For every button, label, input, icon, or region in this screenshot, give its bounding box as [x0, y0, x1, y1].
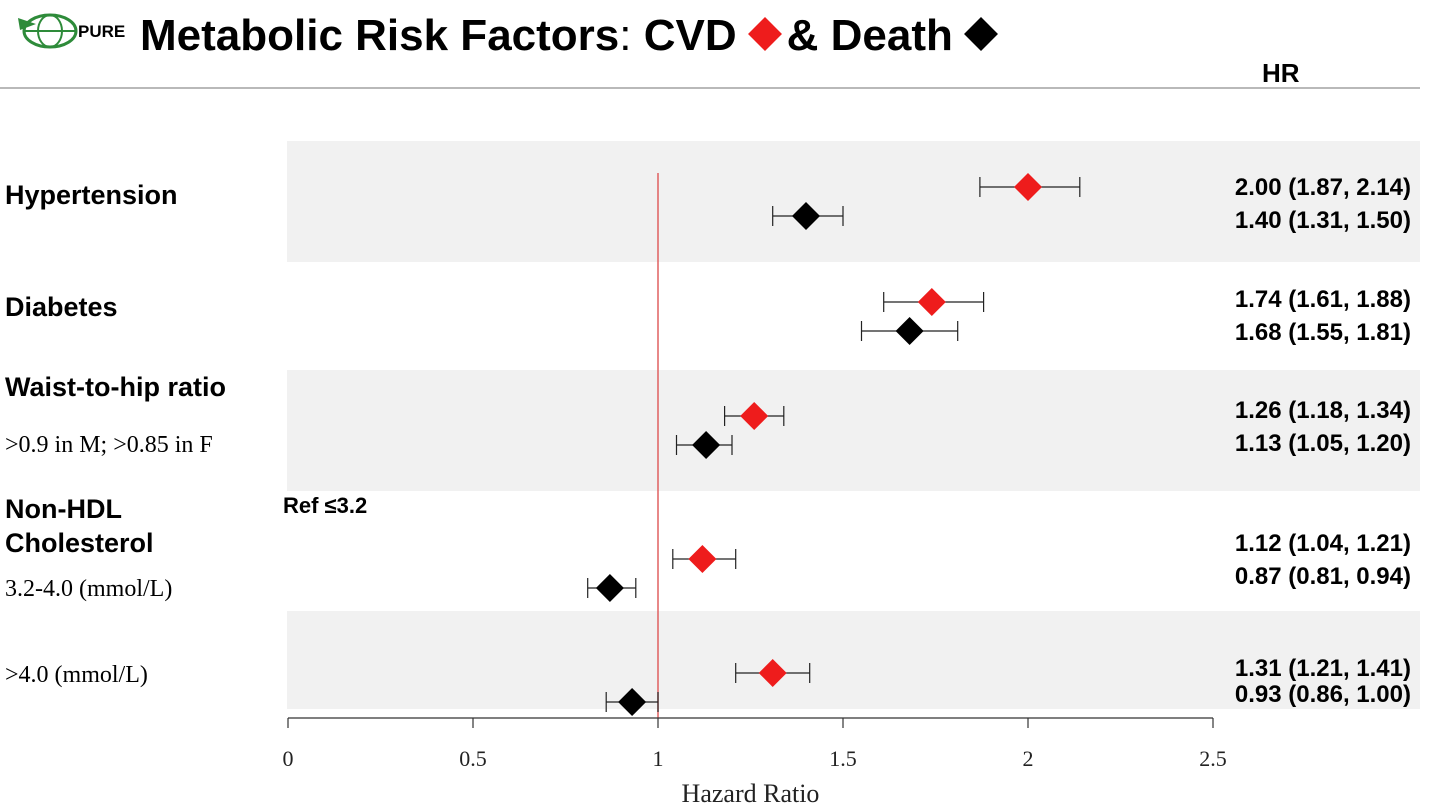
- title-death: & Death: [786, 11, 953, 60]
- page-title: Metabolic Risk Factors: CVD & Death: [140, 8, 1003, 64]
- hr-value-cvd: 1.26 (1.18, 1.34): [1234, 397, 1411, 424]
- svg-text:PURE: PURE: [78, 22, 125, 41]
- x-tick-label: 0: [283, 746, 294, 771]
- death-point: [792, 202, 820, 230]
- row-band-hypertension: [287, 141, 1420, 262]
- hr-value-cvd: 1.12 (1.04, 1.21): [1234, 530, 1411, 557]
- death-point: [595, 574, 624, 602]
- cvd-point: [917, 288, 946, 316]
- hr-value-death: 1.40 (1.31, 1.50): [1234, 207, 1411, 234]
- cvd-point: [1014, 173, 1042, 201]
- reference-note: Ref ≤3.2: [283, 493, 368, 518]
- x-tick-label: 1: [653, 746, 664, 771]
- x-tick-label: 2.5: [1199, 746, 1227, 771]
- title-separator: :: [619, 11, 632, 60]
- row-label-nonhdl: Non-HDL: [5, 494, 122, 524]
- hr-value-death: 1.13 (1.05, 1.20): [1234, 430, 1411, 457]
- hr-value-death: 0.93 (0.86, 1.00): [1234, 681, 1411, 708]
- hr-value-cvd: 2.00 (1.87, 2.14): [1234, 174, 1411, 201]
- row-label-cholesterol: Cholesterol: [5, 528, 154, 558]
- hr-column-header: HR: [1262, 58, 1300, 88]
- row-band-waist: [287, 370, 1420, 491]
- row-sublabel-nonhdl-high: >4.0 (mmol/L): [5, 662, 148, 688]
- death-point: [692, 431, 721, 459]
- row-label-diabetes: Diabetes: [5, 292, 118, 322]
- cvd-point: [688, 545, 717, 573]
- x-tick-label: 2: [1023, 746, 1034, 771]
- cvd-point: [740, 402, 769, 430]
- x-axis-label: Hazard Ratio: [682, 779, 820, 807]
- cvd-point: [758, 659, 787, 687]
- hr-value-cvd: 1.74 (1.61, 1.88): [1234, 286, 1411, 313]
- row-label-hypertension: Hypertension: [5, 180, 178, 210]
- row-label-waist: Waist-to-hip ratio: [5, 372, 226, 402]
- title-cvd: CVD: [643, 11, 737, 60]
- hr-value-death: 1.68 (1.55, 1.81): [1234, 319, 1411, 346]
- row-sublabel-waist: >0.9 in M; >0.85 in F: [5, 432, 213, 458]
- hr-value-cvd: 1.31 (1.21, 1.41): [1234, 655, 1411, 682]
- death-point: [618, 688, 647, 716]
- x-tick-label: 0.5: [459, 746, 487, 771]
- row-sublabel-nonhdl-mid: 3.2-4.0 (mmol/L): [5, 576, 173, 602]
- header-divider: [0, 87, 1420, 89]
- death-point: [895, 317, 924, 345]
- hr-value-death: 0.87 (0.81, 0.94): [1234, 563, 1411, 590]
- row-band-nonhdl-high: [287, 611, 1420, 709]
- title-main: Metabolic Risk Factors: [140, 11, 620, 60]
- x-tick-label: 1.5: [829, 746, 857, 771]
- pure-logo: PURE: [12, 10, 138, 52]
